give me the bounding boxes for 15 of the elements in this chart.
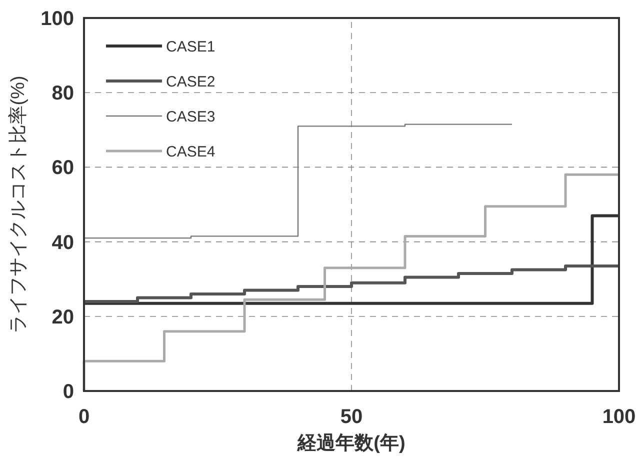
y-tick-label: 100 [40, 8, 74, 30]
legend-label: CASE2 [166, 73, 216, 90]
x-tick-label: 0 [78, 406, 90, 428]
y-axis-title: ライフサイクルコスト比率(%) [7, 76, 29, 334]
y-tick-label: 0 [62, 381, 74, 403]
y-tick-label: 60 [52, 157, 74, 180]
legend-label: CASE1 [166, 38, 216, 56]
y-tick-label: 40 [52, 232, 74, 254]
y-tick-label: 80 [52, 82, 74, 105]
y-tick-label: 20 [52, 306, 74, 328]
legend-label: CASE4 [166, 143, 216, 160]
x-axis-title: 経過年数(年) [296, 433, 406, 454]
x-tick-label: 50 [340, 406, 363, 428]
x-tick-label: 100 [602, 406, 636, 428]
legend-label: CASE3 [166, 108, 216, 126]
